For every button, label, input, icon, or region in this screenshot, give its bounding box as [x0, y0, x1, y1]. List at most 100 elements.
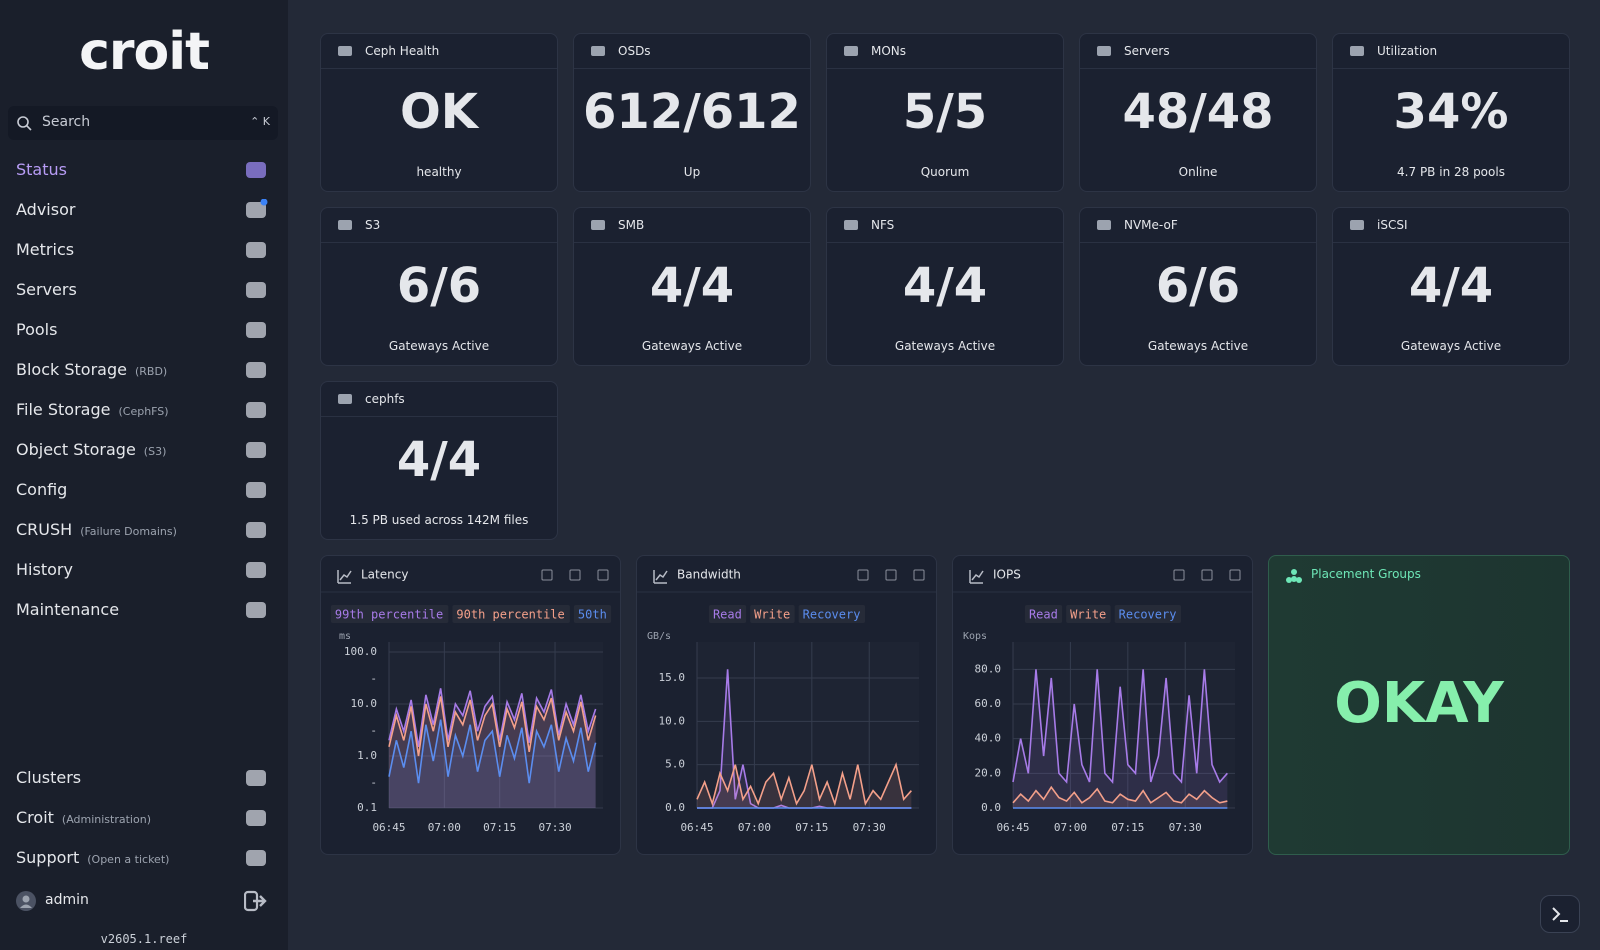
nav-item[interactable]: History	[16, 560, 73, 579]
nav-item[interactable]: Servers	[16, 280, 77, 299]
icon-shape	[246, 202, 266, 218]
chart-title: IOPS	[993, 568, 1021, 582]
chart: IOPS Read Write Recovery Kops 0.0 20.0 40.0 60.0…	[953, 568, 1252, 834]
y-tick-label: 80.0	[975, 662, 1002, 675]
nav-item[interactable]: File Storage (CephFS)	[16, 400, 169, 419]
card-title: S3	[365, 218, 381, 232]
placement-groups-card: Placement Groups OKAY	[1268, 555, 1570, 855]
y-tick-label: 1.0	[357, 749, 377, 762]
x-tick-label: 07:00	[428, 821, 461, 834]
card-caption: healthy	[416, 165, 462, 179]
nav-icon	[246, 282, 266, 298]
stat-card: SMB 4/4 Gateways Active	[573, 207, 811, 366]
nav-item[interactable]: Status	[16, 160, 67, 179]
pg-icon	[1286, 569, 1302, 583]
nav-item[interactable]: Config	[16, 480, 67, 499]
toolbar-button[interactable]	[1173, 569, 1185, 581]
icon-shape	[338, 46, 352, 56]
legend-chip[interactable]	[330, 605, 449, 623]
nav-note: (Open a ticket)	[87, 853, 170, 866]
chart-icon	[653, 570, 668, 584]
search-placeholder: Search	[42, 114, 91, 130]
x-tick-label: 07:00	[738, 821, 771, 834]
card-title: OSDs	[618, 44, 651, 58]
card-caption: Quorum	[920, 165, 970, 179]
card-title: cephfs	[365, 392, 405, 406]
card-title: SMB	[618, 218, 645, 232]
nav-label: Clusters	[16, 768, 82, 787]
toolbar-button[interactable]	[569, 569, 581, 581]
search-shortcut: ⌃ K	[250, 115, 270, 128]
legend-chip[interactable]	[1024, 605, 1063, 623]
card-caption: Online	[1178, 165, 1218, 179]
legend-chip[interactable]	[1066, 605, 1111, 623]
card-icon	[844, 220, 858, 230]
nav-item[interactable]: Support (Open a ticket)	[16, 848, 169, 867]
toolbar-button[interactable]	[857, 569, 869, 581]
nav-icon	[246, 442, 266, 458]
legend-chip[interactable]	[798, 605, 866, 623]
nav-icon	[246, 810, 266, 826]
card-header: cephfs	[321, 382, 557, 417]
nav-item[interactable]: Pools	[16, 320, 57, 339]
icon-shape	[246, 770, 266, 786]
legend-label: Write	[1070, 608, 1106, 622]
nav-note: (S3)	[143, 445, 167, 458]
card-header: NFS	[827, 208, 1063, 243]
card-caption: Gateways Active	[641, 339, 743, 353]
nav-label: File Storage	[16, 400, 111, 419]
nav-item[interactable]: Block Storage (RBD)	[16, 360, 167, 379]
icon-shape	[246, 162, 266, 178]
y-tick-label: -	[370, 776, 377, 789]
nav-icon	[246, 770, 266, 786]
stat-card: Servers 48/48 Online	[1079, 33, 1317, 192]
terminal-button[interactable]	[1540, 895, 1580, 933]
card-value: 4/4	[396, 432, 482, 488]
legend-chip[interactable]	[708, 605, 747, 623]
nav-note: (Failure Domains)	[80, 525, 177, 538]
x-tick-label: 06:45	[372, 821, 405, 834]
card-title: iSCSI	[1377, 218, 1408, 232]
nav-item[interactable]: Object Storage (S3)	[16, 440, 166, 459]
nav-icon	[246, 522, 266, 538]
card-title: MONs	[871, 44, 907, 58]
toolbar-button[interactable]	[597, 569, 609, 581]
legend-chip[interactable]	[1114, 605, 1182, 623]
nav-label: Status	[16, 160, 67, 179]
badge	[260, 199, 268, 206]
series-line	[388, 688, 597, 747]
legend-chip[interactable]	[573, 605, 612, 623]
icon-shape	[1291, 576, 1297, 582]
stat-card: Ceph Health OK healthy	[320, 33, 558, 192]
search-box[interactable]: Search ⌃ K	[8, 106, 278, 140]
x-tick-label: 06:45	[680, 821, 713, 834]
nav-item[interactable]: Advisor	[16, 200, 75, 219]
toolbar-button[interactable]	[1201, 569, 1213, 581]
nav-item[interactable]: Maintenance	[16, 600, 119, 619]
legend-chip[interactable]	[452, 605, 570, 623]
nav-item[interactable]: Croit (Administration)	[16, 808, 151, 827]
card-header: Ceph Health	[321, 34, 557, 69]
chart-icon	[969, 570, 984, 584]
nav-item[interactable]: Metrics	[16, 240, 74, 259]
y-tick-label: 5.0	[665, 758, 685, 771]
toolbar-button[interactable]	[913, 569, 925, 581]
nav-item[interactable]: Clusters	[16, 768, 81, 787]
nav-label: Metrics	[16, 240, 75, 259]
logout-icon[interactable]	[244, 890, 268, 912]
nav-label: Pools	[16, 320, 58, 339]
stat-card: iSCSI 4/4 Gateways Active	[1332, 207, 1570, 366]
toolbar-button[interactable]	[541, 569, 553, 581]
series-area	[697, 764, 912, 808]
card-value: 612/612	[583, 84, 801, 140]
toolbar-button[interactable]	[885, 569, 897, 581]
nav-item[interactable]: CRUSH (Failure Domains)	[16, 520, 177, 539]
card-caption: Gateways Active	[894, 339, 996, 353]
icon-shape	[246, 362, 266, 378]
legend-chip[interactable]	[750, 605, 795, 623]
toolbar-button[interactable]	[1229, 569, 1241, 581]
nav-label: Config	[16, 480, 68, 499]
user-name[interactable]: admin	[45, 892, 89, 908]
stat-card: Utilization 34% 4.7 PB in 28 pools	[1332, 33, 1570, 192]
